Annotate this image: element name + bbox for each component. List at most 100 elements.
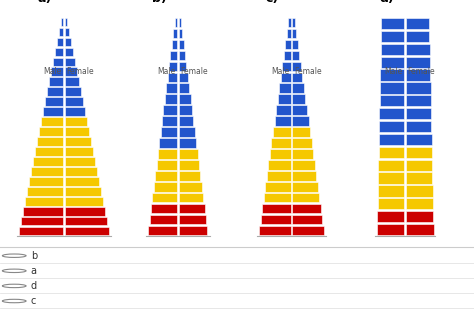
Bar <box>53 57 63 66</box>
Bar <box>406 69 430 80</box>
Bar <box>380 69 404 80</box>
Bar <box>23 207 63 216</box>
Bar <box>278 95 291 104</box>
Bar <box>279 83 291 93</box>
Bar <box>380 95 404 106</box>
Bar <box>19 227 63 236</box>
Bar <box>179 138 196 148</box>
Bar <box>175 18 177 27</box>
Bar <box>65 127 89 136</box>
Bar <box>65 147 93 156</box>
Bar <box>65 28 69 36</box>
Bar <box>179 149 198 159</box>
Text: Male: Male <box>157 67 175 76</box>
Bar <box>65 157 95 166</box>
Bar <box>292 149 313 159</box>
Bar <box>406 18 429 29</box>
Bar <box>379 147 404 158</box>
Bar <box>37 137 63 146</box>
Bar <box>179 40 183 49</box>
Text: b: b <box>31 251 37 261</box>
Bar <box>379 121 404 132</box>
Bar <box>59 28 63 36</box>
Bar <box>292 138 311 148</box>
Bar <box>162 116 177 126</box>
Bar <box>41 117 63 126</box>
Bar <box>292 204 321 213</box>
Bar <box>51 67 63 76</box>
Bar <box>155 171 177 181</box>
Bar <box>65 47 73 56</box>
Bar <box>65 167 97 176</box>
Bar <box>382 18 404 29</box>
Bar <box>45 97 63 106</box>
Bar <box>168 72 177 82</box>
Text: d: d <box>31 281 37 291</box>
Bar <box>272 138 291 148</box>
Bar <box>270 149 291 159</box>
Bar <box>292 18 295 27</box>
Bar <box>179 204 205 213</box>
Bar <box>172 40 177 49</box>
Bar <box>61 18 63 26</box>
Text: Female: Female <box>180 67 208 76</box>
Text: c: c <box>31 296 36 306</box>
Bar <box>406 198 433 209</box>
Bar <box>377 211 404 222</box>
Bar <box>65 217 107 226</box>
Bar <box>377 224 404 235</box>
Bar <box>166 83 177 93</box>
Bar <box>406 134 432 145</box>
Text: Male: Male <box>271 67 289 76</box>
Bar <box>406 82 430 94</box>
Bar <box>292 215 322 224</box>
Bar <box>406 95 431 106</box>
Bar <box>171 51 177 60</box>
Bar <box>55 47 63 56</box>
Bar <box>406 147 432 158</box>
Bar <box>265 182 291 192</box>
Bar <box>381 44 404 55</box>
Bar <box>65 77 79 86</box>
Bar <box>25 197 63 206</box>
Bar <box>179 18 181 27</box>
Bar <box>159 138 177 148</box>
Bar <box>274 116 291 126</box>
Bar <box>406 108 431 119</box>
Bar <box>292 116 309 126</box>
Bar <box>378 160 404 171</box>
Bar <box>267 171 291 181</box>
Bar <box>148 226 177 235</box>
Bar <box>406 121 431 132</box>
Bar <box>406 56 430 68</box>
Bar <box>381 56 404 68</box>
Text: d): d) <box>379 0 394 5</box>
Bar <box>35 147 63 156</box>
Bar <box>284 51 291 60</box>
Bar <box>406 185 433 197</box>
Bar <box>406 173 432 184</box>
Bar <box>179 105 192 115</box>
Bar <box>292 160 315 170</box>
Text: Female: Female <box>294 67 321 76</box>
Bar <box>292 40 298 49</box>
Bar <box>380 108 404 119</box>
Text: Male: Male <box>384 67 403 76</box>
Bar <box>378 173 404 184</box>
Bar <box>169 61 177 71</box>
Bar <box>33 157 63 166</box>
Bar <box>179 127 195 137</box>
Bar <box>43 107 63 116</box>
Bar <box>378 185 404 197</box>
Bar <box>285 40 291 49</box>
Bar <box>292 182 318 192</box>
Bar <box>65 197 103 206</box>
Bar <box>179 226 208 235</box>
Bar <box>65 187 101 196</box>
Bar <box>65 177 99 186</box>
Bar <box>292 95 305 104</box>
Bar <box>406 44 429 55</box>
Bar <box>276 105 291 115</box>
Bar <box>273 127 291 137</box>
Bar <box>179 193 203 202</box>
